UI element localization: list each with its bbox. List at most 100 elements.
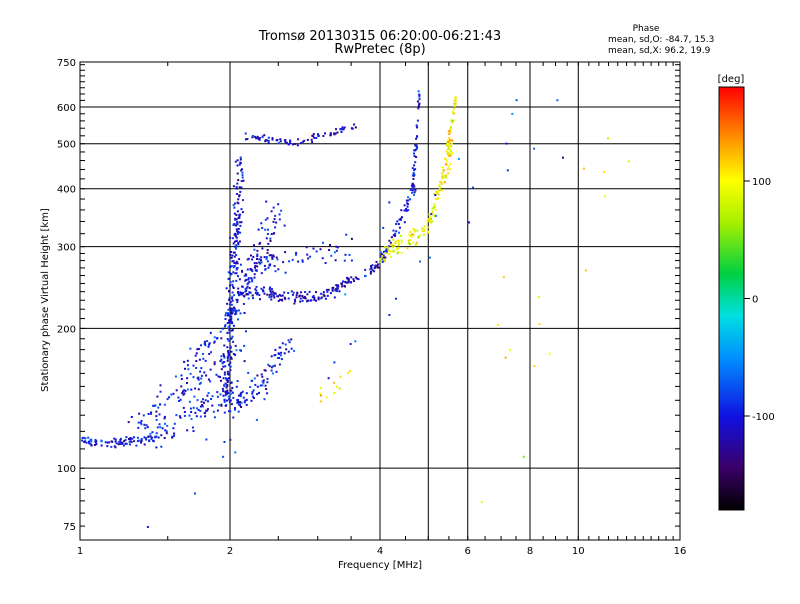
echo-point (445, 163, 448, 166)
echo-point (270, 210, 273, 213)
echo-point (412, 178, 415, 180)
echo-point (379, 255, 382, 258)
echo-point (319, 392, 321, 395)
echo-point (407, 199, 410, 202)
echo-point (255, 136, 258, 139)
echo-point (240, 406, 243, 408)
echo-point (329, 132, 332, 135)
echo-point (283, 139, 286, 142)
echo-point (399, 217, 402, 220)
echo-point (341, 126, 344, 129)
echo-point (295, 296, 298, 299)
echo-point (241, 168, 243, 171)
echo-point (236, 182, 239, 185)
echo-point (228, 371, 231, 374)
echo-point (288, 341, 291, 344)
echo-point (239, 231, 242, 234)
echo-point (415, 156, 418, 159)
echo-point (382, 260, 385, 263)
echo-point (204, 359, 207, 362)
echo-point (414, 168, 417, 171)
echo-point (235, 349, 238, 352)
echo-point (199, 381, 202, 384)
echo-point (307, 257, 310, 260)
echo-point (472, 186, 474, 189)
echo-point (438, 193, 441, 196)
echo-point (394, 234, 397, 237)
echo-point (231, 237, 234, 240)
echo-point (427, 218, 430, 221)
echo-point (219, 330, 222, 333)
echo-point (100, 439, 103, 442)
echo-point (505, 142, 508, 145)
echo-point (350, 127, 353, 130)
echo-point (336, 246, 339, 249)
echo-point (266, 377, 269, 380)
echo-point (447, 172, 450, 175)
echo-point (226, 392, 229, 395)
echo-point (271, 288, 273, 291)
echo-point (233, 206, 236, 209)
echo-point (216, 391, 219, 394)
echo-point (252, 389, 255, 392)
echo-point (104, 441, 107, 444)
echo-point (403, 221, 406, 224)
echo-point (235, 272, 238, 275)
echo-point (371, 269, 374, 272)
echo-point (381, 255, 384, 258)
echo-point (450, 126, 452, 128)
echo-point (161, 427, 164, 430)
echo-point (226, 331, 229, 334)
echo-point (333, 251, 336, 254)
echo-point (237, 241, 240, 244)
echo-point (230, 321, 233, 324)
echo-point (239, 349, 242, 352)
echo-point (413, 152, 415, 155)
echo-point (88, 442, 91, 445)
echo-point (139, 421, 142, 424)
data-points (81, 90, 630, 528)
echo-point (397, 223, 400, 225)
echo-point (153, 404, 156, 407)
echo-point (285, 348, 288, 351)
echo-point (396, 239, 399, 242)
echo-point (195, 367, 198, 369)
echo-point (270, 295, 273, 298)
echo-point (233, 294, 236, 297)
echo-point (229, 301, 232, 304)
echo-point (230, 356, 233, 359)
echo-point (271, 256, 274, 259)
echo-point (447, 154, 450, 156)
echo-point (244, 132, 247, 135)
echo-point (111, 440, 114, 443)
echo-point (409, 230, 412, 233)
echo-point (330, 254, 333, 257)
echo-point (155, 446, 158, 449)
echo-point (224, 314, 227, 317)
colorbar-label: [deg] (718, 74, 745, 85)
echo-point (226, 379, 229, 382)
echo-point (251, 278, 254, 281)
echo-point (413, 169, 415, 172)
echo-point (224, 318, 227, 320)
echo-point (230, 381, 233, 384)
echo-point (327, 288, 330, 291)
echo-point (281, 342, 284, 345)
echo-point (239, 158, 242, 161)
echo-point (265, 200, 268, 203)
echo-point (411, 189, 414, 192)
echo-point (240, 401, 243, 404)
echo-point (145, 424, 148, 427)
echo-point (256, 393, 259, 396)
echo-point (123, 444, 125, 447)
echo-point (238, 221, 241, 224)
echo-point (250, 254, 252, 257)
echo-point (398, 218, 401, 221)
echo-point (331, 289, 334, 292)
echo-point (446, 168, 449, 171)
echo-point (325, 396, 328, 399)
echo-point (556, 99, 559, 102)
echo-point (238, 215, 241, 218)
echo-point (445, 158, 448, 161)
echo-point (128, 443, 131, 446)
